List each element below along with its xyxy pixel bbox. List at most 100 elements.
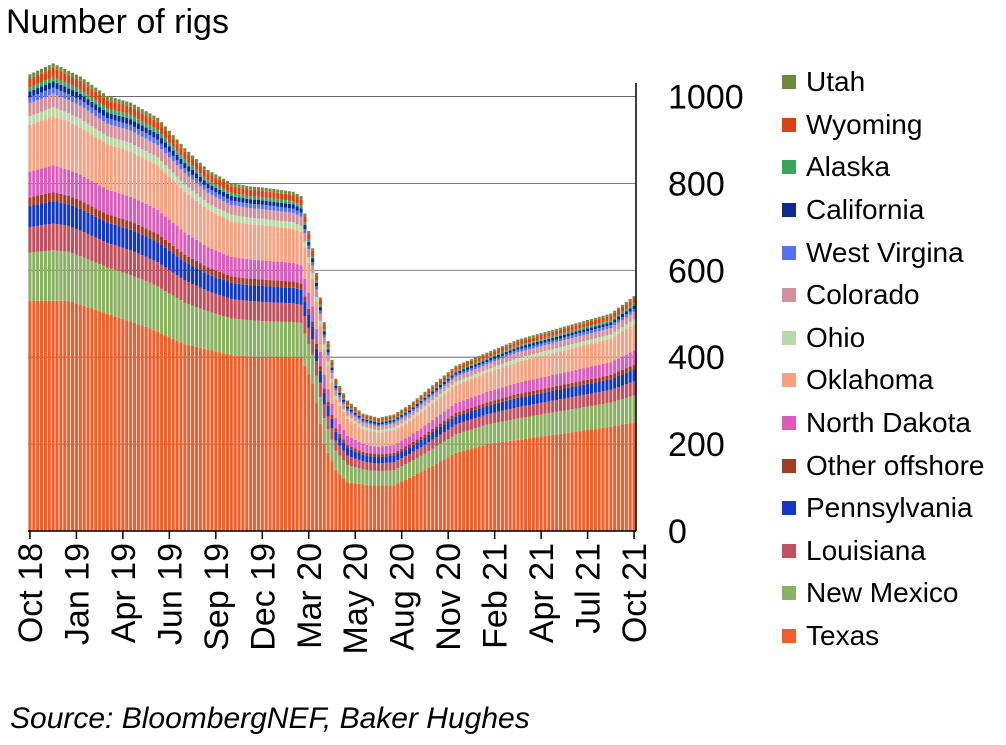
bar-segment-ohio bbox=[574, 343, 578, 348]
bar-segment-alaska bbox=[314, 280, 319, 283]
bar-segment-ohio bbox=[477, 372, 481, 377]
bar-segment-other-offshore bbox=[132, 223, 137, 232]
bar-segment-alaska bbox=[369, 419, 373, 421]
legend-label: Louisiana bbox=[806, 534, 926, 566]
bar-segment-new-mexico bbox=[117, 271, 121, 318]
bar-segment-north-dakota bbox=[570, 370, 574, 383]
bar-segment-california bbox=[318, 307, 322, 311]
bar-segment-other-offshore bbox=[40, 194, 44, 204]
bar-segment-ohio bbox=[392, 427, 396, 431]
bar-segment-other-offshore bbox=[152, 232, 156, 241]
bar-segment-other-offshore bbox=[28, 197, 32, 206]
bar-segment-alaska bbox=[458, 369, 462, 371]
bar-segment-pennsylvania bbox=[628, 371, 632, 383]
bar-segment-alaska bbox=[245, 195, 249, 199]
bar-segment-colorado bbox=[113, 126, 117, 139]
bar-segment-colorado bbox=[63, 98, 67, 112]
bar-segment-texas bbox=[78, 304, 82, 531]
bar-segment-pennsylvania bbox=[512, 398, 516, 409]
bar-segment-utah bbox=[125, 101, 129, 106]
bar-segment-north-dakota bbox=[423, 425, 427, 435]
bar-segment-colorado bbox=[400, 418, 404, 423]
bar-segment-alaska bbox=[109, 109, 113, 114]
bar-segment-california bbox=[566, 333, 570, 337]
bar-segment-texas bbox=[361, 484, 365, 531]
bar-segment-oklahoma bbox=[605, 339, 609, 364]
bar-segment-ohio bbox=[342, 408, 346, 413]
bar-segment-other-offshore bbox=[353, 448, 357, 452]
bar-segment-louisiana bbox=[214, 293, 218, 314]
bar-segment-west-virgina bbox=[570, 335, 574, 339]
bar-segment-new-mexico bbox=[431, 448, 435, 466]
bar-segment-west-virgina bbox=[144, 133, 148, 139]
bar-segment-louisiana bbox=[376, 463, 381, 472]
bar-segment-wyoming bbox=[280, 193, 284, 200]
bar-segment-texas bbox=[330, 461, 334, 531]
bar-segment-alaska bbox=[28, 87, 32, 92]
bar-segment-texas bbox=[388, 485, 392, 531]
bar-segment-texas bbox=[392, 485, 396, 531]
bar-segment-oklahoma bbox=[543, 355, 547, 377]
bar-segment-texas bbox=[342, 478, 346, 531]
bar-segment-california bbox=[481, 361, 485, 364]
bar-segment-ohio bbox=[617, 329, 621, 334]
bar-segment-wyoming bbox=[295, 197, 299, 204]
bar-segment-oklahoma bbox=[465, 380, 470, 399]
bar-segment-oklahoma bbox=[140, 157, 144, 203]
bar-segment-oklahoma bbox=[446, 391, 450, 409]
bar-segment-utah bbox=[287, 191, 291, 195]
bar-segment-california bbox=[311, 258, 315, 263]
bar-segment-texas bbox=[496, 442, 501, 531]
bar-segment-oklahoma bbox=[78, 127, 82, 175]
bar-segment-pennsylvania bbox=[303, 301, 307, 317]
bar-segment-utah bbox=[504, 344, 508, 347]
bar-segment-pennsylvania bbox=[160, 245, 164, 265]
bar-segment-colorado bbox=[423, 401, 427, 407]
bar-segment-alaska bbox=[396, 416, 400, 418]
bar-segment-north-dakota bbox=[113, 192, 117, 217]
bar-segment-louisiana bbox=[326, 416, 330, 430]
bar-segment-new-mexico bbox=[524, 417, 528, 439]
legend-swatch bbox=[782, 458, 796, 473]
bar-segment-louisiana bbox=[419, 447, 423, 456]
bar-segment-wyoming bbox=[260, 190, 264, 198]
bar-segment-west-virgina bbox=[121, 122, 125, 129]
bar-segment-wyoming bbox=[558, 329, 563, 334]
bar-segment-california bbox=[493, 356, 497, 359]
bar-segment-colorado bbox=[322, 337, 326, 345]
bar-segment-new-mexico bbox=[527, 416, 532, 439]
bar-segment-other-offshore bbox=[555, 386, 559, 391]
bar-segment-oklahoma bbox=[311, 278, 315, 307]
bar-segment-alaska bbox=[423, 396, 427, 398]
bar-segment-north-dakota bbox=[485, 391, 489, 403]
bar-segment-north-dakota bbox=[558, 373, 563, 386]
bar-segment-oklahoma bbox=[504, 366, 508, 387]
bar-segment-oklahoma bbox=[144, 159, 148, 204]
bar-segment-new-mexico bbox=[191, 305, 195, 346]
bar-segment-texas bbox=[241, 355, 245, 531]
bar-segment-other-offshore bbox=[392, 452, 396, 456]
bar-segment-alaska bbox=[442, 380, 446, 382]
bar-segment-texas bbox=[132, 322, 137, 531]
x-tick-label: Feb 21 bbox=[477, 543, 515, 649]
bar-segment-pennsylvania bbox=[268, 286, 272, 303]
bar-segment-utah bbox=[198, 162, 202, 167]
bar-segment-north-dakota bbox=[454, 403, 458, 413]
bar-segment-utah bbox=[249, 186, 253, 190]
bar-segment-pennsylvania bbox=[558, 389, 563, 400]
x-tick-label: Dec 19 bbox=[244, 543, 282, 651]
bar-segment-colorado bbox=[233, 205, 237, 216]
bar-segment-new-mexico bbox=[260, 321, 264, 358]
bar-segment-other-offshore bbox=[349, 446, 353, 450]
bar-segment-alaska bbox=[489, 356, 493, 359]
bar-segment-north-dakota bbox=[179, 229, 183, 252]
bar-segment-louisiana bbox=[40, 225, 44, 252]
bar-segment-pennsylvania bbox=[361, 454, 365, 462]
bar-segment-other-offshore bbox=[582, 380, 586, 385]
bar-segment-ohio bbox=[117, 139, 121, 148]
bar-segment-ohio bbox=[500, 363, 504, 368]
bar-segment-california bbox=[407, 410, 411, 413]
bar-segment-oklahoma bbox=[520, 360, 524, 382]
bar-segment-california bbox=[423, 397, 427, 400]
bar-segment-ohio bbox=[318, 320, 322, 326]
